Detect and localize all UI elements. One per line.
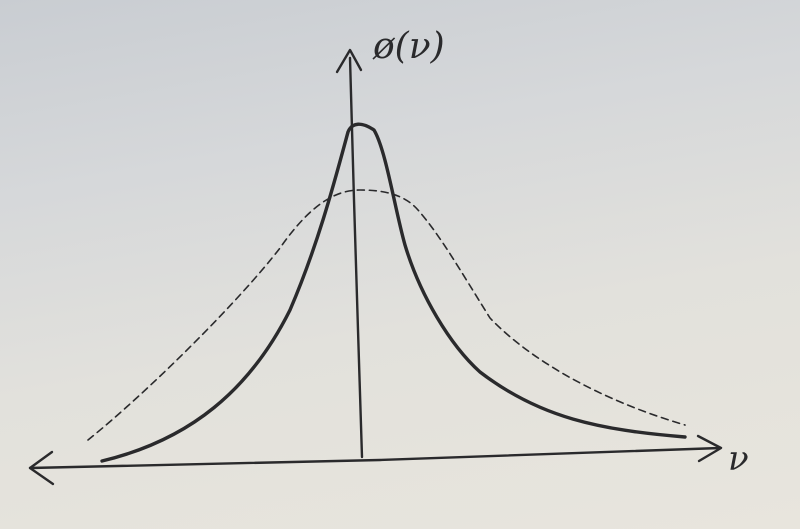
up-arrowhead bbox=[335, 48, 363, 74]
y-axis-label: ø(ν) bbox=[372, 26, 445, 67]
x-axis-label: ν bbox=[728, 439, 749, 479]
vertical-axis bbox=[335, 48, 364, 459]
solid-profile-curve bbox=[100, 122, 687, 463]
horizontal-axis bbox=[28, 434, 723, 486]
dashed-profile-curve bbox=[87, 189, 686, 441]
right-arrowhead bbox=[696, 434, 723, 463]
left-arrowhead bbox=[28, 450, 55, 486]
